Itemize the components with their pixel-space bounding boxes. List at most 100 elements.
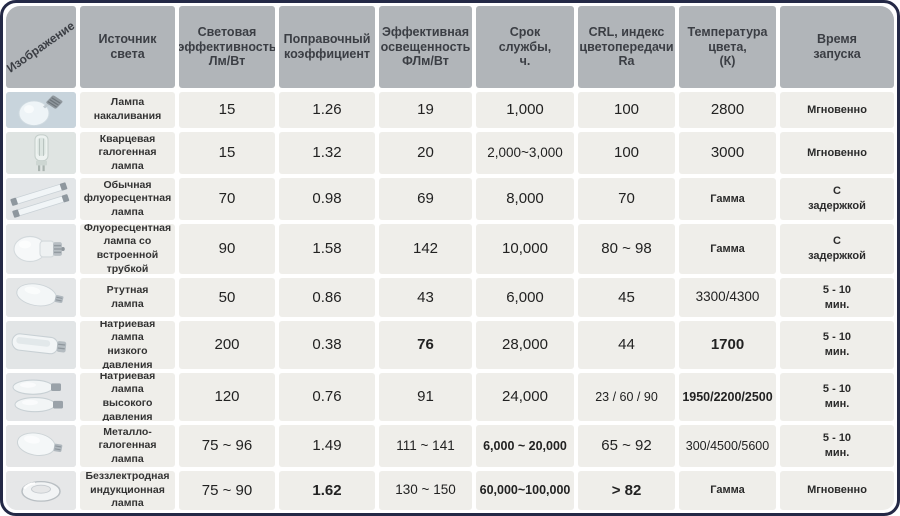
effective-illuminance-value: 69 (379, 178, 472, 220)
lamp-image-cell (6, 321, 76, 369)
fluorescent-tubes-icon (6, 178, 76, 220)
effective-illuminance-value: 91 (379, 373, 472, 421)
color-temperature-value: Гамма (679, 224, 776, 274)
lamp-name: Натриевая лампа высокого давления (80, 373, 175, 421)
color-rendering-index-value: 23 / 60 / 90 (578, 373, 675, 421)
lamp-image-cell (6, 132, 76, 174)
color-temperature-value: 1950/2200/2500 (679, 373, 776, 421)
effective-illuminance-value: 20 (379, 132, 472, 174)
color-temperature-value: Гамма (679, 178, 776, 220)
correction-coefficient-value: 0.76 (279, 373, 375, 421)
effective-illuminance-value: 130 ~ 150 (379, 471, 472, 510)
column-header-effective-illuminance: Эффективная освещенность ФЛм/Вт (379, 6, 472, 88)
correction-coefficient-value: 0.98 (279, 178, 375, 220)
lamp-name: Обычная флуоресцентная лампа (80, 178, 175, 220)
column-header-image-label: Изображение (6, 18, 76, 76)
service-life-value: 1,000 (476, 92, 574, 128)
compact-fluorescent-lamp-icon (6, 224, 76, 274)
color-temperature-value: 2800 (679, 92, 776, 128)
effective-illuminance-value: 43 (379, 278, 472, 317)
lamp-name: Флуоресцентная лампа со встроенной трубк… (80, 224, 175, 274)
halogen-lamp-icon (6, 132, 76, 174)
luminous-efficacy-value: 70 (179, 178, 275, 220)
color-temperature-value: 1700 (679, 321, 776, 369)
lamp-name: Беззлектродная индукционная лампа (80, 471, 175, 510)
startup-time-value: Мгновенно (780, 132, 894, 174)
startup-time-value: Мгновенно (780, 92, 894, 128)
correction-coefficient-value: 1.26 (279, 92, 375, 128)
service-life-value: 6,000 (476, 278, 574, 317)
luminous-efficacy-value: 75 ~ 90 (179, 471, 275, 510)
startup-time-value: С задержкой (780, 224, 894, 274)
startup-time-value: 5 - 10 мин. (780, 373, 894, 421)
lamp-image-cell (6, 425, 76, 467)
color-rendering-index-value: 80 ~ 98 (578, 224, 675, 274)
lamp-image-cell (6, 471, 76, 510)
lamp-image-cell (6, 278, 76, 317)
color-rendering-index-value: > 82 (578, 471, 675, 510)
column-header-color-temperature: Температура цвета, (К) (679, 6, 776, 88)
service-life-value: 60,000~100,000 (476, 471, 574, 510)
color-rendering-index-value: 100 (578, 92, 675, 128)
startup-time-value: 5 - 10 мин. (780, 278, 894, 317)
luminous-efficacy-value: 50 (179, 278, 275, 317)
column-header-service-life: Срок службы, ч. (476, 6, 574, 88)
color-rendering-index-value: 70 (578, 178, 675, 220)
metal-halide-lamp-icon (6, 425, 76, 467)
luminous-efficacy-value: 90 (179, 224, 275, 274)
table-grid: Изображение Источник света Световая эффект… (6, 6, 894, 510)
effective-illuminance-value: 111 ~ 141 (379, 425, 472, 467)
service-life-value: 2,000~3,000 (476, 132, 574, 174)
correction-coefficient-value: 1.49 (279, 425, 375, 467)
luminous-efficacy-value: 15 (179, 132, 275, 174)
startup-time-value: 5 - 10 мин. (780, 425, 894, 467)
correction-coefficient-value: 1.32 (279, 132, 375, 174)
luminous-efficacy-value: 120 (179, 373, 275, 421)
correction-coefficient-value: 1.58 (279, 224, 375, 274)
startup-time-value: 5 - 10 мин. (780, 321, 894, 369)
lamp-name: Лампа накаливания (80, 92, 175, 128)
correction-coefficient-value: 1.62 (279, 471, 375, 510)
lamp-name: Натриевая лампа низкого давления (80, 321, 175, 369)
column-header-correction-coefficient: Поправочный коэффициент (279, 6, 375, 88)
sodium-low-pressure-lamp-icon (6, 321, 76, 369)
color-temperature-value: 3000 (679, 132, 776, 174)
startup-time-value: С задержкой (780, 178, 894, 220)
lamp-name: Металло- галогенная лампа (80, 425, 175, 467)
lamp-name: Кварцевая галогенная лампа (80, 132, 175, 174)
effective-illuminance-value: 76 (379, 321, 472, 369)
color-rendering-index-value: 45 (578, 278, 675, 317)
column-header-color-rendering-index: CRL, индекс цветопередачи Ra (578, 6, 675, 88)
induction-lamp-icon (6, 471, 76, 510)
column-header-image: Изображение (6, 6, 76, 88)
startup-time-value: Мгновенно (780, 471, 894, 510)
effective-illuminance-value: 142 (379, 224, 472, 274)
lamp-name: Ртутная лампа (80, 278, 175, 317)
lamp-image-cell (6, 224, 76, 274)
luminous-efficacy-value: 200 (179, 321, 275, 369)
correction-coefficient-value: 0.38 (279, 321, 375, 369)
column-header-light-source: Источник света (80, 6, 175, 88)
luminous-efficacy-value: 75 ~ 96 (179, 425, 275, 467)
color-temperature-value: 3300/4300 (679, 278, 776, 317)
lamp-image-cell (6, 373, 76, 421)
color-rendering-index-value: 44 (578, 321, 675, 369)
mercury-lamp-icon (6, 278, 76, 317)
color-rendering-index-value: 100 (578, 132, 675, 174)
service-life-value: 28,000 (476, 321, 574, 369)
color-temperature-value: Гамма (679, 471, 776, 510)
color-temperature-value: 300/4500/5600 (679, 425, 776, 467)
incandescent-lamp-icon (6, 92, 76, 128)
column-header-luminous-efficacy: Световая эффективность Лм/Вт (179, 6, 275, 88)
color-rendering-index-value: 65 ~ 92 (578, 425, 675, 467)
service-life-value: 6,000 ~ 20,000 (476, 425, 574, 467)
correction-coefficient-value: 0.86 (279, 278, 375, 317)
service-life-value: 10,000 (476, 224, 574, 274)
service-life-value: 24,000 (476, 373, 574, 421)
luminous-efficacy-value: 15 (179, 92, 275, 128)
service-life-value: 8,000 (476, 178, 574, 220)
lamp-image-cell (6, 178, 76, 220)
effective-illuminance-value: 19 (379, 92, 472, 128)
column-header-startup-time: Время запуска (780, 6, 894, 88)
